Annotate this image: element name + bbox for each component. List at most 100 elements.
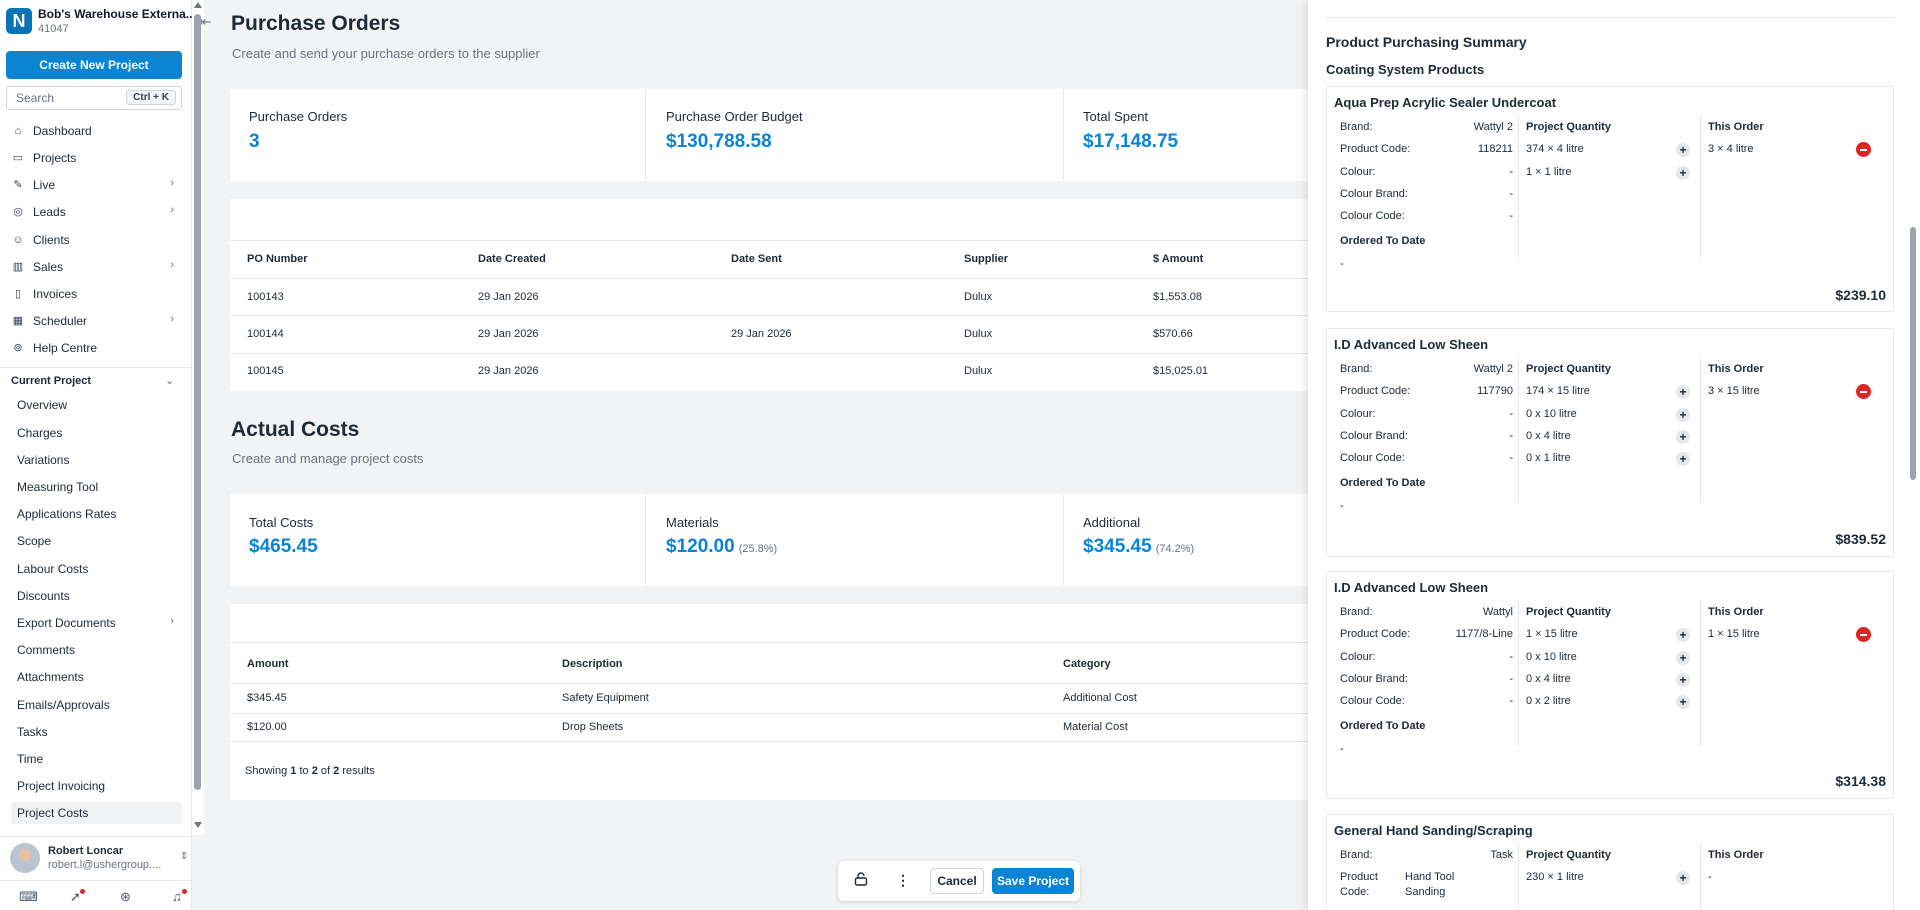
chevron-right-icon: ›	[170, 177, 174, 189]
nav-invoices[interactable]: ▯ Invoices	[6, 283, 182, 305]
bell-icon[interactable]: ♫	[172, 889, 182, 904]
stat-label: Total Costs	[249, 515, 314, 530]
column-header[interactable]: Category	[1063, 658, 1111, 670]
product-name: Aqua Prep Acrylic Sealer Undercoat	[1334, 95, 1557, 110]
nav-label: Live	[33, 178, 56, 192]
project-nav-attachments[interactable]: Attachments	[11, 666, 182, 688]
project-nav-project-costs[interactable]: Project Costs	[11, 802, 182, 824]
stat-value: $345.45 (74.2%)	[1083, 536, 1194, 558]
add-quantity-button[interactable]: +	[1676, 166, 1690, 180]
project-nav-export-documents[interactable]: Export Documents ›	[11, 612, 182, 634]
project-nav-charges[interactable]: Charges	[11, 422, 182, 444]
stat-divider	[645, 494, 646, 586]
project-nav-emails-approvals[interactable]: Emails/Approvals	[11, 694, 182, 716]
project-nav-discounts[interactable]: Discounts	[11, 585, 182, 607]
project-nav-comments[interactable]: Comments	[11, 639, 182, 661]
project-quantity-label: Project Quantity	[1526, 121, 1611, 133]
product-code-label: Product Code:	[1340, 143, 1411, 155]
column-header[interactable]: Date Sent	[731, 253, 782, 265]
cancel-button[interactable]: Cancel	[930, 868, 984, 894]
save-project-button[interactable]: Save Project	[992, 868, 1074, 894]
add-quantity-button[interactable]: +	[1676, 628, 1690, 642]
project-quantity-label: Project Quantity	[1526, 606, 1611, 618]
nav-clients[interactable]: ☺ Clients	[6, 229, 182, 251]
scrollbar-thumb[interactable]	[194, 14, 201, 790]
project-nav-measuring-tool[interactable]: Measuring Tool	[11, 476, 182, 498]
add-quantity-button[interactable]: +	[1676, 673, 1690, 687]
search-box[interactable]: Ctrl + K	[6, 86, 182, 110]
project-nav-project-invoicing[interactable]: Project Invoicing	[11, 775, 182, 797]
project-nav-overview[interactable]: Overview	[11, 394, 182, 416]
column-divider	[1518, 115, 1519, 259]
sidebar: N Bob's Warehouse Externa... 41047 Creat…	[0, 0, 196, 910]
scroll-up-icon[interactable]	[194, 2, 202, 8]
nav-label: Projects	[33, 151, 77, 165]
notification-dot	[80, 889, 85, 894]
this-order-label: This Order	[1708, 363, 1764, 375]
column-header[interactable]: Supplier	[964, 253, 1009, 265]
panel-scrollbar[interactable]	[1906, 0, 1920, 910]
scroll-down-icon[interactable]	[194, 822, 202, 828]
workspace-switcher[interactable]: N Bob's Warehouse Externa... 41047	[6, 6, 196, 38]
order-quantity: 3 × 4 litre	[1708, 143, 1754, 155]
brand-value: Wattyl 2	[1473, 363, 1513, 375]
column-header[interactable]: $ Amount	[1153, 253, 1204, 265]
project-nav-labour-costs[interactable]: Labour Costs	[11, 558, 182, 580]
create-new-project-button[interactable]: Create New Project	[6, 51, 182, 79]
table-divider	[230, 683, 1350, 684]
project-nav-time[interactable]: Time	[11, 748, 182, 770]
scrollbar-thumb[interactable]	[1910, 227, 1916, 480]
nav-live[interactable]: ✎ Live ›	[6, 174, 182, 196]
add-quantity-button[interactable]: +	[1676, 452, 1690, 466]
add-quantity-button[interactable]: +	[1676, 695, 1690, 709]
date-created: 29 Jan 2026	[478, 328, 539, 340]
project-nav-applications-rates[interactable]: Applications Rates	[11, 503, 182, 525]
nav-help-centre[interactable]: ⊚ Help Centre	[6, 337, 182, 359]
add-quantity-button[interactable]: +	[1676, 385, 1690, 399]
user-menu[interactable]: Robert Loncar robert.l@ushergroup.... ⇕	[0, 836, 192, 876]
remove-quantity-button[interactable]	[1856, 627, 1871, 642]
project-nav-scope[interactable]: Scope	[11, 530, 182, 552]
column-header[interactable]: Description	[562, 658, 623, 670]
chevron-updown-icon[interactable]: ⇕	[180, 851, 189, 862]
table-divider	[230, 278, 1350, 279]
column-divider	[1518, 357, 1519, 503]
search-input[interactable]	[7, 87, 127, 109]
product-name: General Hand Sanding/Scraping	[1334, 823, 1533, 838]
rocket-icon[interactable]: ➚	[70, 889, 81, 904]
add-quantity-button[interactable]: +	[1676, 651, 1690, 665]
chevron-down-icon[interactable]: ⌄	[165, 375, 175, 387]
nav-sales[interactable]: ▥ Sales ›	[6, 256, 182, 278]
sidebar-scrollbar[interactable]	[192, 0, 204, 835]
remove-quantity-button[interactable]	[1856, 384, 1871, 399]
current-project-heading[interactable]: Current Project	[11, 375, 92, 387]
add-quantity-button[interactable]: +	[1676, 143, 1690, 157]
colour-code-label: Colour Code:	[1340, 695, 1405, 707]
ordered-to-date-value: -	[1340, 743, 1344, 755]
column-header[interactable]: Amount	[247, 658, 289, 670]
support-icon[interactable]: ⊛	[120, 889, 131, 904]
nav-projects[interactable]: ▭ Projects	[6, 147, 182, 169]
supplier: Dulux	[964, 365, 993, 377]
add-quantity-button[interactable]: +	[1676, 871, 1690, 885]
column-header[interactable]: Date Created	[478, 253, 546, 265]
remove-quantity-button[interactable]	[1856, 142, 1871, 157]
column-divider	[1700, 600, 1701, 746]
nav-dashboard[interactable]: ⌂ Dashboard	[6, 120, 182, 142]
unlock-icon[interactable]	[854, 872, 868, 886]
brand-value: Task	[1490, 849, 1513, 861]
leads-icon: ◎	[13, 206, 23, 218]
collapse-sidebar-icon[interactable]: ⇤	[200, 14, 212, 29]
add-quantity-button[interactable]: +	[1676, 430, 1690, 444]
more-options-icon[interactable]: ⋮	[896, 872, 910, 888]
add-quantity-button[interactable]: +	[1676, 408, 1690, 422]
project-action-bar: ⋮ Cancel Save Project	[838, 861, 1080, 901]
column-header[interactable]: PO Number	[247, 253, 308, 265]
nav-leads[interactable]: ◎ Leads ›	[6, 201, 182, 223]
project-nav-variations[interactable]: Variations	[11, 449, 182, 471]
brand-label: Brand:	[1340, 849, 1373, 861]
stat-label: Purchase Order Budget	[666, 109, 803, 124]
project-nav-tasks[interactable]: Tasks	[11, 721, 182, 743]
chat-icon[interactable]: ⌨	[19, 889, 38, 904]
nav-scheduler[interactable]: ▦ Scheduler ›	[6, 310, 182, 332]
